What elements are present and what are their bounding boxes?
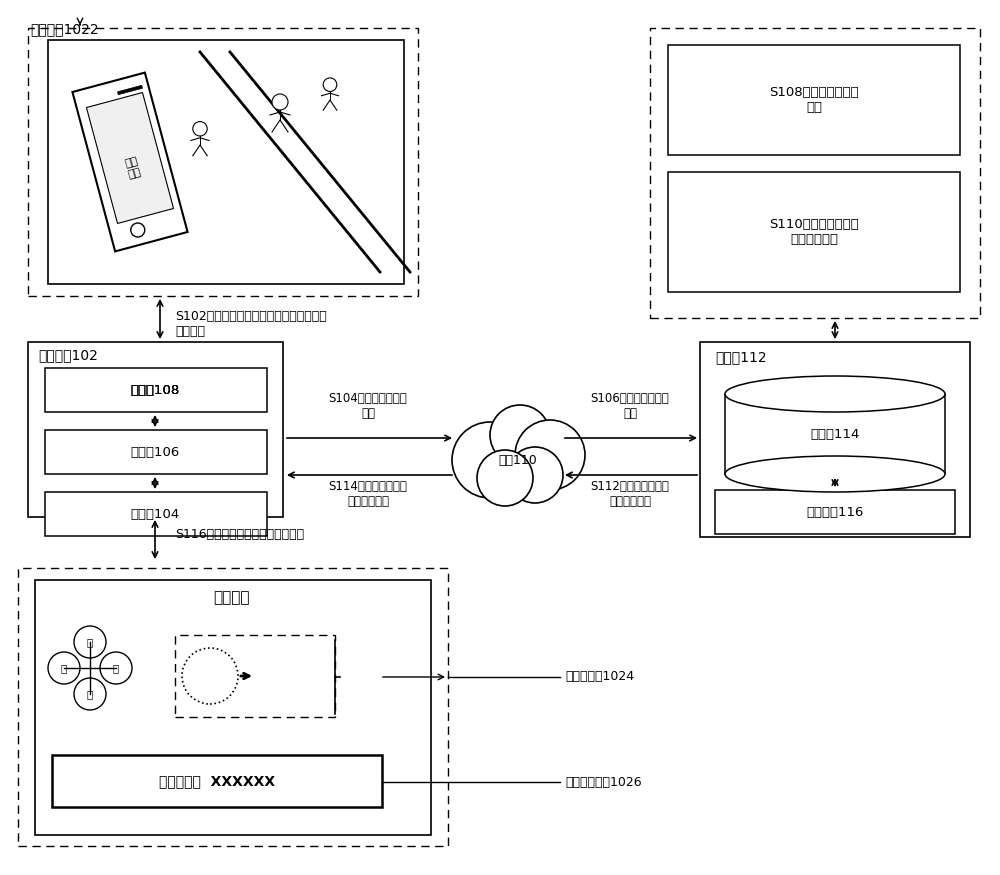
Text: S116，显示校正后的概略位置信息: S116，显示校正后的概略位置信息 bbox=[175, 528, 304, 542]
Text: 当前位于：  XXXXXX: 当前位于： XXXXXX bbox=[159, 774, 275, 788]
FancyBboxPatch shape bbox=[725, 394, 945, 474]
Circle shape bbox=[74, 626, 106, 658]
Text: 存储器104: 存储器104 bbox=[130, 507, 180, 521]
Circle shape bbox=[74, 678, 106, 710]
Text: 南: 南 bbox=[87, 689, 93, 699]
Text: 显示器108: 显示器108 bbox=[130, 383, 180, 396]
Text: S114，发送校正后的
概略位置信息: S114，发送校正后的 概略位置信息 bbox=[329, 480, 407, 508]
Text: 处理引擎116: 处理引擎116 bbox=[806, 506, 864, 519]
FancyBboxPatch shape bbox=[715, 490, 955, 534]
Text: S106，发送定位参考
信息: S106，发送定位参考 信息 bbox=[591, 392, 669, 420]
Text: 显示器108: 显示器108 bbox=[130, 383, 180, 396]
Circle shape bbox=[131, 223, 145, 237]
FancyBboxPatch shape bbox=[28, 342, 283, 517]
FancyBboxPatch shape bbox=[35, 580, 431, 835]
Circle shape bbox=[507, 447, 563, 503]
Text: 处理器106: 处理器106 bbox=[130, 445, 180, 458]
FancyBboxPatch shape bbox=[45, 430, 267, 474]
Circle shape bbox=[477, 450, 533, 506]
Circle shape bbox=[182, 648, 238, 704]
Circle shape bbox=[272, 94, 288, 110]
Text: 目标定位点1024: 目标定位点1024 bbox=[565, 670, 634, 683]
FancyBboxPatch shape bbox=[18, 568, 448, 846]
Text: 服务器112: 服务器112 bbox=[715, 350, 767, 364]
Text: 数据库114: 数据库114 bbox=[810, 428, 860, 440]
FancyBboxPatch shape bbox=[45, 492, 267, 536]
Text: S104，发送定位参考
信息: S104，发送定位参考 信息 bbox=[329, 392, 407, 420]
Text: 东: 东 bbox=[113, 663, 119, 673]
Polygon shape bbox=[86, 93, 174, 223]
Text: 西: 西 bbox=[61, 663, 67, 673]
Circle shape bbox=[48, 652, 80, 684]
FancyBboxPatch shape bbox=[28, 28, 418, 296]
Text: 用户设备102: 用户设备102 bbox=[38, 348, 98, 362]
Circle shape bbox=[452, 422, 528, 498]
Circle shape bbox=[515, 420, 585, 490]
Text: S102，在触发目标定位请求后，获取定位
参考信息: S102，在触发目标定位请求后，获取定位 参考信息 bbox=[175, 310, 327, 338]
Text: 显示器108: 显示器108 bbox=[130, 383, 180, 396]
Text: 目标位置信息1026: 目标位置信息1026 bbox=[565, 775, 642, 788]
FancyBboxPatch shape bbox=[52, 755, 382, 807]
Polygon shape bbox=[72, 73, 188, 251]
Circle shape bbox=[490, 405, 550, 465]
Ellipse shape bbox=[725, 376, 945, 412]
Text: 目标地图: 目标地图 bbox=[214, 590, 250, 605]
FancyBboxPatch shape bbox=[700, 342, 970, 537]
Ellipse shape bbox=[725, 456, 945, 492]
Text: S108，生成概略位置
信息: S108，生成概略位置 信息 bbox=[769, 86, 859, 114]
FancyBboxPatch shape bbox=[668, 45, 960, 155]
Text: S110，获取校正后的
概略位置信息: S110，获取校正后的 概略位置信息 bbox=[769, 218, 859, 246]
FancyBboxPatch shape bbox=[48, 40, 404, 284]
Circle shape bbox=[100, 652, 132, 684]
Circle shape bbox=[323, 78, 337, 92]
Text: 网络110: 网络110 bbox=[499, 453, 537, 466]
Circle shape bbox=[193, 122, 207, 136]
Text: 目标终端1022: 目标终端1022 bbox=[30, 22, 99, 36]
FancyBboxPatch shape bbox=[175, 635, 335, 717]
FancyBboxPatch shape bbox=[668, 172, 960, 292]
Polygon shape bbox=[118, 86, 142, 94]
FancyBboxPatch shape bbox=[45, 368, 267, 412]
Text: 北: 北 bbox=[87, 637, 93, 647]
FancyBboxPatch shape bbox=[650, 28, 980, 318]
Text: 请求
定位: 请求 定位 bbox=[124, 156, 142, 180]
Text: S112，发送校正后的
概略位置信息: S112，发送校正后的 概略位置信息 bbox=[591, 480, 669, 508]
